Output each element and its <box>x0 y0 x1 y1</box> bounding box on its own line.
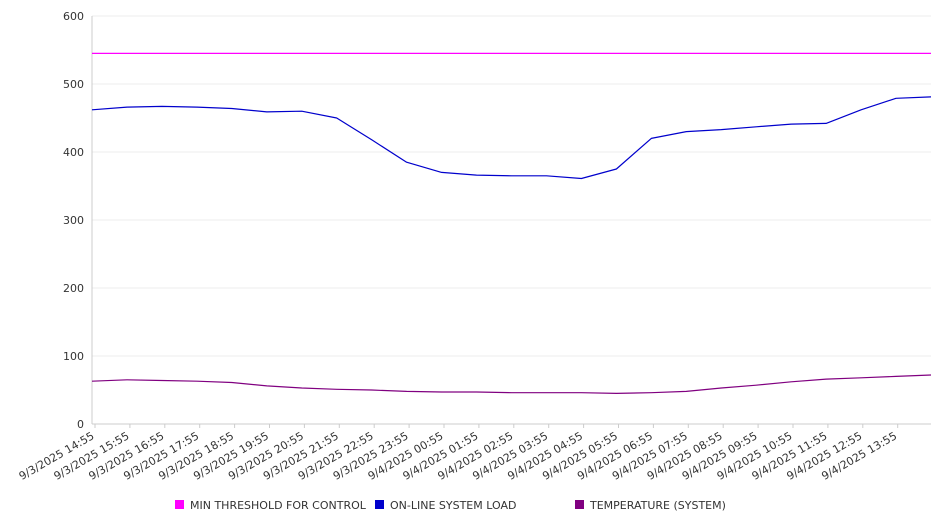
legend-swatch <box>575 500 584 509</box>
legend-swatch <box>375 500 384 509</box>
legend-label: ON-LINE SYSTEM LOAD <box>390 499 516 512</box>
y-tick-label: 500 <box>63 78 84 91</box>
legend-label: MIN THRESHOLD FOR CONTROL <box>190 499 367 512</box>
y-tick-label: 200 <box>63 282 84 295</box>
y-tick-label: 300 <box>63 214 84 227</box>
series-line-2 <box>91 374 932 394</box>
y-tick-label: 400 <box>63 146 84 159</box>
y-tick-label: 0 <box>77 418 84 431</box>
legend-swatch <box>175 500 184 509</box>
y-tick-labels: 0 100 200 300 400 500 600 <box>63 10 84 431</box>
x-tick-labels: 9/3/2025 14:559/3/2025 15:559/3/2025 16:… <box>17 424 899 483</box>
legend-label: TEMPERATURE (SYSTEM) <box>589 499 726 512</box>
y-tick-label: 600 <box>63 10 84 23</box>
series-lines <box>91 52 932 394</box>
gridlines <box>92 15 931 357</box>
y-tick-label: 100 <box>63 350 84 363</box>
legend: MIN THRESHOLD FOR CONTROL ON-LINE SYSTEM … <box>175 499 726 512</box>
series-line-1 <box>91 96 932 180</box>
